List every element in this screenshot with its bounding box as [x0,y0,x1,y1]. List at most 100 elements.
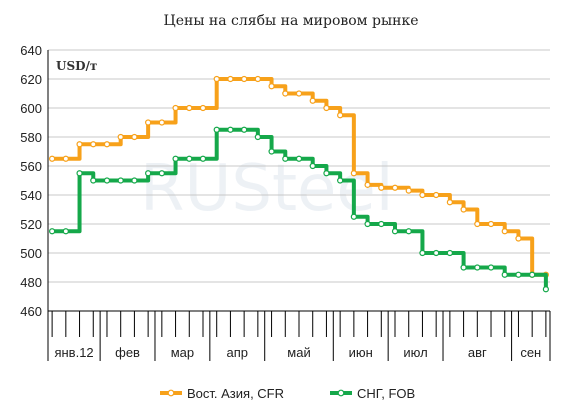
data-point [49,228,56,235]
data-point [405,187,412,194]
y-tick-label: 640 [20,43,42,58]
data-point [213,75,220,83]
data-point [323,170,330,177]
data-point [295,90,303,97]
data-point [542,286,549,293]
series-line [52,77,546,277]
y-tick-label: 460 [20,304,42,319]
data-point [419,191,426,199]
grid-lines [48,49,550,283]
y-tick-label: 600 [20,101,42,116]
data-point [186,104,193,112]
data-point [419,249,426,257]
series-lines [49,75,549,293]
data-point [309,97,316,104]
data-point [446,249,453,257]
data-point [487,220,495,228]
data-point [501,271,508,278]
data-point [378,220,385,228]
watermark: RUSteel [140,152,394,226]
month-label: янв.12 [54,345,93,360]
data-point [103,177,111,184]
y-tick-label: 580 [20,130,42,145]
data-point [158,119,165,126]
month-label: июл [403,345,427,360]
data-point [76,141,83,148]
data-point [254,75,261,83]
data-point [90,141,97,148]
data-point [515,235,522,242]
data-point [241,75,248,83]
data-point [49,155,56,162]
month-label: сен [520,345,541,360]
data-point [117,177,124,184]
data-point [446,199,453,206]
data-point [158,170,165,177]
data-point [145,119,152,126]
data-point [103,141,111,148]
data-point [405,228,412,235]
data-point [90,177,97,184]
data-point [460,264,467,271]
month-label: май [287,345,310,360]
data-point [145,170,152,177]
data-point [474,264,481,271]
y-tick-label: 480 [20,275,42,290]
data-point [364,220,371,228]
data-point [460,206,467,213]
y-tick-label: 520 [20,217,42,232]
data-point [268,148,275,155]
legend-swatch-marker [167,389,175,397]
legend: Вост. Азия, CFR СНГ, FOB [160,386,415,401]
data-point [433,191,440,199]
data-point [487,264,495,271]
data-point [131,133,138,141]
data-point [282,155,289,162]
unit-label: USD/т [56,59,97,73]
legend-swatch-marker [337,389,345,397]
data-point [391,184,399,191]
data-point [241,126,248,133]
data-point [529,271,536,278]
data-point [199,155,207,162]
data-point [117,133,124,141]
chart-title: Цены на слябы на мировом рынке [164,13,419,29]
data-point [62,155,69,162]
data-point [172,104,179,112]
month-label: июн [349,345,373,360]
data-point [350,170,357,177]
data-point [268,83,275,90]
data-point [474,220,481,228]
series-Вост. Азия, CFR [49,75,549,278]
data-point [282,90,289,97]
data-point [199,104,207,112]
data-point [433,249,440,257]
y-axis-ticks: 460 480 500 520 540 560 580 600 620 640 [20,43,42,319]
legend-label: Вост. Азия, CFR [187,386,284,401]
data-point [186,155,193,162]
data-point [309,162,316,170]
month-label: фев [115,345,140,360]
data-point [515,271,522,278]
month-label: мар [171,345,194,360]
series-СНГ, FOB [49,126,549,293]
data-point [227,126,234,133]
data-point [131,177,138,184]
data-point [378,184,385,191]
y-tick-label: 540 [20,188,42,203]
month-label: апр [227,345,249,360]
data-point [172,155,179,162]
data-point [295,155,303,162]
data-point [337,112,344,119]
legend-label: СНГ, FOB [357,386,415,401]
x-axis: янв.12 фев мар апр май июн июл авг сен [47,50,551,361]
data-point [364,181,371,188]
data-point [76,170,83,177]
month-label: авг [468,345,487,360]
y-tick-label: 620 [20,72,42,87]
data-point [227,75,234,83]
y-tick-label: 500 [20,246,42,261]
data-point [323,104,330,112]
